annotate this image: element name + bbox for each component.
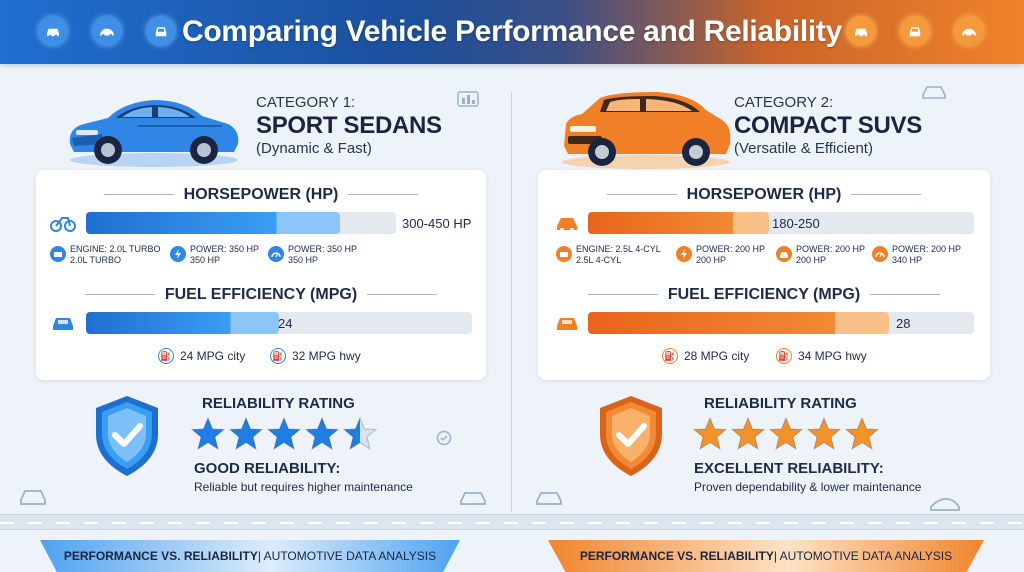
reliability-verdict: EXCELLENT RELIABILITY: [694, 460, 884, 477]
star-rating [190, 416, 378, 452]
suv-car-image [562, 92, 731, 169]
fuel-icon: ⛽ [158, 348, 174, 364]
spec-power: POWER: 200 HP 340 HP [872, 244, 961, 266]
spec-power: POWER: 350 HP 350 HP [268, 244, 357, 266]
mpg-highway: ⛽ 32 MPG hwy [270, 348, 361, 364]
mpg-city: ⛽ 28 MPG city [662, 348, 749, 364]
spec-power: POWER: 350 HP 350 HP [170, 244, 259, 266]
car-icon [557, 318, 577, 330]
star-icon [342, 416, 378, 451]
suv-panel: CATEGORY 2: COMPACT SUVS (Versatile & Ef… [514, 64, 1024, 516]
section-title: HORSEPOWER (HP) [538, 186, 990, 204]
fuel-icon: ⛽ [662, 348, 678, 364]
star-icon [844, 416, 880, 451]
star-icon [730, 416, 766, 451]
star-icon [228, 416, 264, 451]
shield-check-icon [600, 396, 662, 476]
car-icon [930, 498, 960, 511]
section-title: FUEL EFFICIENCY (MPG) [36, 286, 486, 304]
car-icon [954, 16, 984, 46]
motorbike-icon [50, 217, 76, 232]
spec-power: POWER: 200 HP 200 HP [776, 244, 865, 266]
horsepower-value: 180-250 [772, 216, 820, 231]
star-icon [266, 416, 302, 451]
category-subtitle: (Versatile & Efficient) [734, 140, 873, 157]
category-name: COMPACT SUVS [734, 112, 922, 139]
mpg-city: ⛽ 24 MPG city [158, 348, 245, 364]
star-icon [806, 416, 842, 451]
fuel-efficiency-bar [588, 312, 974, 334]
reliability-description: Reliable but requires higher maintenance [194, 480, 413, 494]
horsepower-value: 300-450 HP [402, 216, 472, 231]
reliability-description: Proven dependability & lower maintenance [694, 480, 922, 494]
category-label: CATEGORY 2: [734, 94, 834, 111]
fuel-efficiency-value: 24 [278, 316, 293, 331]
horsepower-bar [86, 212, 396, 234]
car-icon [846, 16, 876, 46]
star-icon [768, 416, 804, 451]
sedan-panel: CATEGORY 1: SPORT SEDANS (Dynamic & Fast… [0, 64, 510, 516]
star-icon [190, 416, 226, 451]
spec-engine: ENGINE: 2.0L TURBO 2.0L TURBO [50, 244, 161, 266]
section-title: FUEL EFFICIENCY (MPG) [538, 286, 990, 304]
fuel-icon: ⛽ [270, 348, 286, 364]
category-label: CATEGORY 1: [256, 94, 356, 111]
car-icon [922, 86, 946, 99]
horsepower-bar [588, 212, 974, 234]
shield-check-icon [96, 396, 158, 476]
fuel-efficiency-bar [86, 312, 472, 334]
gauge-icon [872, 246, 888, 262]
car-icon [146, 16, 176, 46]
reliability-title: RELIABILITY RATING [704, 395, 857, 412]
header-banner: Comparing Vehicle Performance and Reliab… [0, 0, 1024, 64]
category-name: SPORT SEDANS [256, 112, 442, 139]
car-icon [20, 490, 46, 505]
fuel-icon: ⛽ [776, 348, 792, 364]
spec-power: POWER: 200 HP 200 HP [676, 244, 765, 266]
footer-banner: PERFORMANCE VS. RELIABILITY | AUTOMOTIVE… [40, 540, 460, 572]
page-title: Comparing Vehicle Performance and Reliab… [181, 15, 843, 48]
car-icon [38, 16, 68, 46]
chart-icon [457, 91, 479, 107]
car-icon [557, 218, 577, 232]
spec-engine: ENGINE: 2.5L 4-CYL 2.5L 4-CYL [556, 244, 661, 266]
road-strip [0, 514, 1024, 530]
bolt-icon [170, 246, 186, 262]
car-icon [460, 492, 486, 505]
footer-banner: PERFORMANCE VS. RELIABILITY | AUTOMOTIVE… [548, 540, 984, 572]
car-icon [536, 492, 562, 505]
bolt-icon [676, 246, 692, 262]
car-icon [92, 16, 122, 46]
engine-icon [50, 246, 66, 262]
performance-card: HORSEPOWER (HP) 180-250 ENGINE: 2.5L 4-C… [538, 170, 990, 380]
star-icon [692, 416, 728, 451]
sedan-car-image [69, 100, 239, 167]
reliability-title: RELIABILITY RATING [202, 395, 355, 412]
reliability-verdict: GOOD RELIABILITY: [194, 460, 341, 477]
star-icon [304, 416, 340, 451]
car-icon [776, 246, 792, 262]
car-icon [53, 318, 73, 330]
section-title: HORSEPOWER (HP) [36, 186, 486, 204]
performance-card: HORSEPOWER (HP) 300-450 HP ENGINE: 2.0L … [36, 170, 486, 380]
fuel-efficiency-value: 28 [896, 316, 911, 331]
engine-icon [556, 246, 572, 262]
car-icon [900, 16, 930, 46]
mpg-highway: ⛽ 34 MPG hwy [776, 348, 867, 364]
check-circle-icon [436, 430, 452, 446]
gauge-icon [268, 246, 284, 262]
star-rating [692, 416, 880, 452]
panel-divider [511, 92, 512, 512]
category-subtitle: (Dynamic & Fast) [256, 140, 372, 157]
